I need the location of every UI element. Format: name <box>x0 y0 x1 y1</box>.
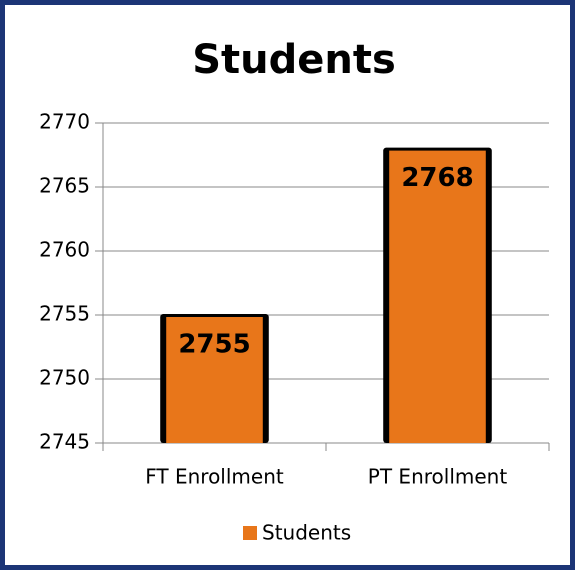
y-tick-label: 2765 <box>39 174 90 198</box>
data-label: 2768 <box>401 163 473 193</box>
y-tick-label: 2745 <box>39 430 90 454</box>
legend-label: Students <box>262 521 351 545</box>
bar <box>389 150 486 443</box>
chart-title: Students <box>192 37 396 83</box>
y-tick-label: 2770 <box>39 110 90 134</box>
y-tick-label: 2755 <box>39 302 90 326</box>
data-label: 2755 <box>178 330 250 360</box>
y-tick-label: 2760 <box>39 238 90 262</box>
legend-swatch <box>243 526 257 540</box>
x-tick-label: PT Enrollment <box>368 465 508 489</box>
bar <box>166 317 263 443</box>
y-tick-label: 2750 <box>39 366 90 390</box>
x-tick-label: FT Enrollment <box>145 465 284 489</box>
